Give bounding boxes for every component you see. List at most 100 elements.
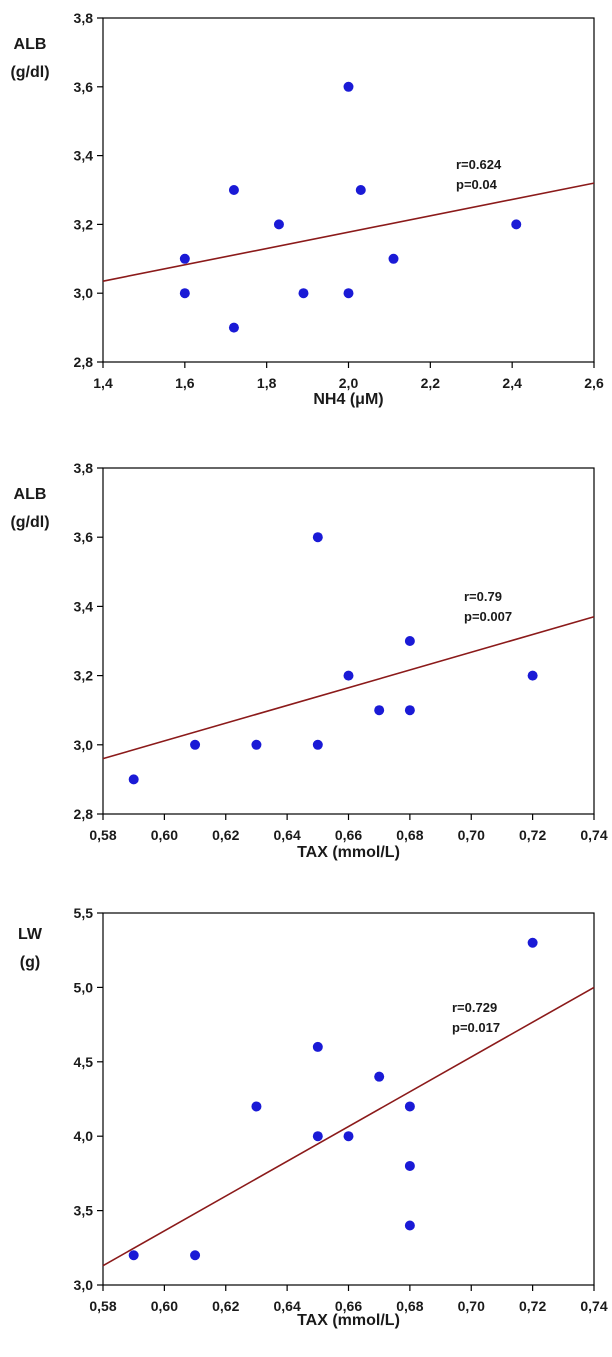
y-tick-label: 3,5 [74, 1203, 94, 1219]
data-point [128, 1250, 139, 1261]
y-axis-label: (g/dl) [10, 514, 49, 531]
x-tick-label: 0,70 [458, 827, 485, 843]
data-point [190, 1250, 201, 1261]
y-tick-label: 3,0 [74, 737, 94, 753]
y-tick-label: 3,6 [74, 529, 94, 545]
regression-line [102, 986, 595, 1267]
data-point [179, 253, 190, 264]
data-point [404, 1160, 415, 1171]
data-point [343, 670, 354, 681]
data-point [374, 705, 385, 716]
y-axis-label: (g) [20, 954, 40, 971]
x-tick-label: 0,64 [274, 1298, 301, 1314]
x-axis-label: NH4 (μM) [313, 391, 383, 408]
x-tick-label: 2,2 [421, 375, 441, 391]
y-tick-label: 3,4 [74, 148, 94, 164]
correlation-annotation: r=0.79 [464, 589, 502, 604]
x-axis-label: TAX (mmol/L) [297, 1312, 400, 1329]
x-tick-label: 0,58 [89, 827, 116, 843]
x-tick-label: 1,4 [93, 375, 113, 391]
data-point [388, 253, 399, 264]
plot-frame [102, 467, 595, 815]
p-value-annotation: p=0.007 [464, 609, 512, 624]
data-point [298, 288, 309, 299]
y-tick-label: 3,2 [74, 216, 94, 232]
plot-frame [102, 912, 595, 1286]
y-tick-label: 3,8 [74, 10, 94, 26]
y-tick-label: 2,8 [74, 806, 94, 822]
y-tick-label: 5,0 [74, 979, 94, 995]
x-tick-label: 0,74 [580, 1298, 607, 1314]
data-point [251, 739, 262, 750]
data-point [273, 219, 284, 230]
data-point [179, 288, 190, 299]
data-point [343, 288, 354, 299]
y-axis-label: (g/dl) [10, 64, 49, 81]
x-tick-label: 0,68 [396, 827, 423, 843]
x-tick-label: 0,68 [396, 1298, 423, 1314]
y-axis-label: ALB [14, 486, 47, 503]
y-tick-label: 3,2 [74, 668, 94, 684]
data-point [374, 1071, 385, 1082]
data-point [527, 670, 538, 681]
x-tick-label: 1,8 [257, 375, 277, 391]
x-tick-label: 0,62 [212, 827, 239, 843]
data-point [343, 1131, 354, 1142]
data-point [312, 532, 323, 543]
chart-alb-vs-nh4: 1,4 1,6 1,8 2,0 2,2 2,4 2,6 2,8 3,0 3,2 3,4 3,6 3,8 r… [10, 10, 603, 408]
x-tick-label: 0,62 [212, 1298, 239, 1314]
y-tick-label: 4,0 [74, 1128, 94, 1144]
data-point [228, 185, 239, 195]
x-tick-label: 0,70 [458, 1298, 485, 1314]
x-tick-label: 0,74 [580, 827, 607, 843]
data-point [343, 81, 354, 92]
data-point [527, 937, 538, 948]
x-tick-label: 0,60 [151, 1298, 178, 1314]
x-tick-label: 0,58 [89, 1298, 116, 1314]
y-tick-label: 2,8 [74, 354, 94, 370]
x-tick-label: 2,6 [584, 375, 604, 391]
regression-line [102, 616, 595, 760]
y-tick-label: 4,5 [74, 1054, 94, 1070]
x-tick-label: 2,0 [339, 375, 359, 391]
data-point [251, 1101, 262, 1112]
y-tick-label: 3,4 [74, 598, 94, 614]
y-axis-label: ALB [14, 36, 47, 53]
x-tick-label: 0,72 [519, 1298, 546, 1314]
y-axis-label: LW [18, 926, 43, 943]
x-tick-label: 0,66 [335, 1298, 362, 1314]
data-point [128, 774, 139, 785]
y-tick-label: 3,8 [74, 460, 94, 476]
plot-frame [102, 17, 595, 363]
chart-lw-vs-tax: 0,58 0,60 0,62 0,64 0,66 0,68 0,70 0,72 0,74 3,0 3… [18, 905, 608, 1329]
x-axis-label: TAX (mmol/L) [297, 844, 400, 861]
data-point [404, 636, 415, 646]
y-tick-label: 3,0 [74, 285, 94, 301]
x-tick-label: 0,66 [335, 827, 362, 843]
p-value-annotation: p=0.017 [452, 1020, 500, 1035]
data-point [511, 219, 522, 230]
data-point [355, 185, 366, 195]
data-point [404, 705, 415, 716]
x-tick-label: 0,64 [274, 827, 301, 843]
correlation-annotation: r=0.624 [456, 157, 502, 172]
y-tick-label: 3,0 [74, 1277, 94, 1293]
x-tick-label: 0,72 [519, 827, 546, 843]
regression-line [102, 182, 595, 282]
data-point [312, 739, 323, 750]
data-point [312, 1131, 323, 1142]
data-point [312, 1041, 323, 1052]
data-point [404, 1220, 415, 1231]
data-point [404, 1101, 415, 1112]
chart-alb-vs-tax: 0,58 0,60 0,62 0,64 0,66 0,68 0,70 0,72 0,74 2,8 3… [10, 460, 607, 861]
data-point [190, 739, 201, 750]
data-point [228, 322, 239, 333]
correlation-annotation: r=0.729 [452, 1000, 497, 1015]
y-tick-label: 3,6 [74, 79, 94, 95]
p-value-annotation: p=0.04 [456, 177, 498, 192]
x-tick-label: 1,6 [175, 375, 195, 391]
y-tick-label: 5,5 [74, 905, 94, 921]
x-tick-label: 0,60 [151, 827, 178, 843]
x-tick-label: 2,4 [502, 375, 522, 391]
